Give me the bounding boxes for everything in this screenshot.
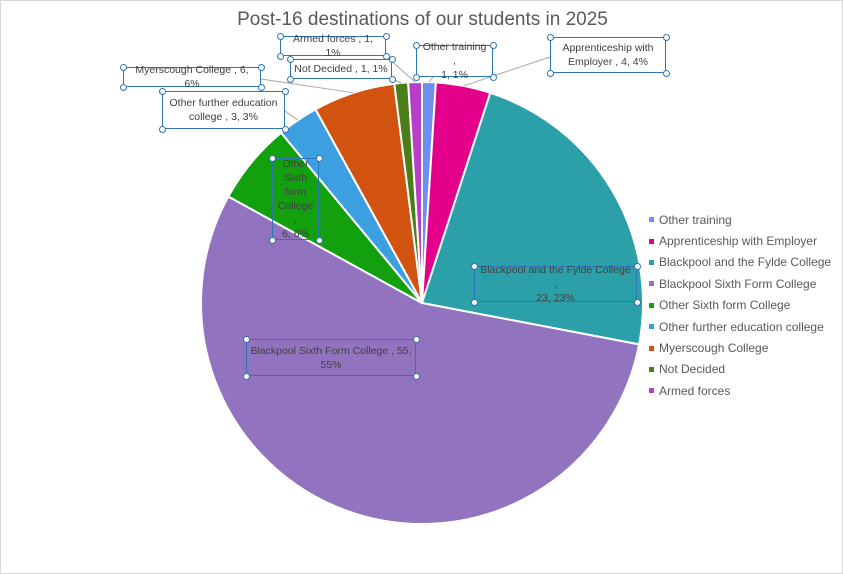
data-label-text: Apprenticeship with [562,42,654,54]
legend-item-1: Apprenticeship with Employer [649,230,831,251]
legend-swatch [649,302,654,308]
selection-handle[interactable] [258,84,265,91]
selection-handle[interactable] [282,88,289,95]
selection-handle[interactable] [282,126,289,133]
legend-item-0: Other training [649,209,831,230]
data-label-7[interactable]: Not Decided , 1, 1% [290,59,392,79]
legend-label: Armed forces [659,383,731,398]
legend-swatch [649,345,654,351]
selection-handle[interactable] [413,74,420,81]
selection-handle[interactable] [120,84,127,91]
pie-slice-3 [200,195,641,525]
chart-title: Post-16 destinations of our students in … [237,9,608,30]
legend-label: Myerscough College [659,341,769,356]
data-label-8[interactable]: Armed forces , 1, 1% [280,33,386,59]
data-label-text: Other training , [422,41,487,67]
leader-line-5 [284,110,299,121]
data-label-text: Blackpool Sixth Form College , 55, [250,344,412,357]
leader-line-6 [260,78,354,94]
legend-item-3: Blackpool Sixth Form College [649,273,831,294]
data-label-text: college , 3, 3% [189,111,258,123]
selection-handle[interactable] [316,155,323,162]
legend-swatch [649,259,654,265]
selection-handle[interactable] [277,53,284,60]
legend-label: Apprenticeship with Employer [659,234,818,249]
selection-handle[interactable] [269,155,276,162]
selection-handle[interactable] [383,33,390,40]
data-label-text: Employer , 4, 4% [568,56,648,68]
data-label-text: Not Decided , 1, 1% [294,63,388,75]
legend: Other training Apprenticeship with Employ… [649,209,831,402]
legend-label: Other training [659,212,732,227]
legend-item-4: Other Sixth form College [649,295,831,316]
data-label-5[interactable]: Other further education college , 3, 3% [162,91,285,129]
selection-handle[interactable] [383,53,390,60]
selection-handle[interactable] [316,237,323,244]
legend-swatch [649,281,654,287]
selection-handle[interactable] [287,56,294,63]
legend-label: Blackpool Sixth Form College [659,276,817,291]
selection-handle[interactable] [634,299,641,306]
legend-swatch [649,324,654,330]
selection-handle[interactable] [413,373,420,380]
selection-handle[interactable] [490,74,497,81]
selection-handle[interactable] [159,88,166,95]
data-label-text: Other Sixth form College , [277,158,314,226]
legend-item-2: Blackpool and the Fylde College [649,252,831,273]
data-label-1[interactable]: Apprenticeship with Employer , 4, 4% [550,37,666,73]
legend-item-6: Myerscough College [649,337,831,358]
leader-line-0 [428,76,434,83]
selection-handle[interactable] [471,263,478,270]
data-label-2[interactable]: Blackpool and the Fylde College , 23, 23% [474,264,637,304]
selection-handle[interactable] [287,76,294,83]
legend-swatch [649,238,654,244]
selection-handle[interactable] [389,56,396,63]
data-label-3[interactable]: Blackpool Sixth Form College , 55, 55% [246,339,416,376]
legend-swatch [649,388,654,394]
data-label-text: Blackpool and the Fylde College , [480,264,631,290]
data-label-text: 6, 6% [282,228,309,240]
legend-item-7: Not Decided [649,359,831,380]
data-label-6[interactable]: Myerscough College , 6, 6% [123,64,261,90]
selection-handle[interactable] [269,237,276,244]
selection-handle[interactable] [663,70,670,77]
legend-label: Blackpool and the Fylde College [659,255,832,270]
selection-handle[interactable] [490,42,497,49]
legend-item-8: Armed forces [649,380,831,401]
selection-handle[interactable] [120,64,127,71]
data-label-text: Armed forces , 1, 1% [293,33,373,59]
selection-handle[interactable] [413,336,420,343]
legend-label: Not Decided [659,362,726,377]
legend-label: Other further education college [659,319,824,334]
legend-swatch [649,366,654,372]
data-label-text: 55% [320,358,342,371]
selection-handle[interactable] [159,126,166,133]
selection-handle[interactable] [258,64,265,71]
selection-handle[interactable] [471,299,478,306]
selection-handle[interactable] [277,33,284,40]
data-label-0[interactable]: Other training , 1, 1% [416,41,493,81]
selection-handle[interactable] [634,263,641,270]
data-label-text: 23, 23% [536,292,575,304]
data-label-text: 1, 1% [441,69,468,81]
legend-item-5: Other further education college [649,316,831,337]
selection-handle[interactable] [547,34,554,41]
pie-slice-2 [420,91,644,346]
selection-handle[interactable] [547,70,554,77]
selection-handle[interactable] [243,336,250,343]
data-label-text: Other further education [169,97,278,109]
selection-handle[interactable] [413,42,420,49]
legend-label: Other Sixth form College [659,298,791,313]
selection-handle[interactable] [389,76,396,83]
data-label-4[interactable]: Other Sixth form College , 6, 6% [272,158,319,240]
leader-line-1 [463,56,551,87]
legend-swatch [649,217,654,223]
selection-handle[interactable] [663,34,670,41]
selection-handle[interactable] [243,373,250,380]
data-label-text: Myerscough College , 6, 6% [135,64,249,90]
